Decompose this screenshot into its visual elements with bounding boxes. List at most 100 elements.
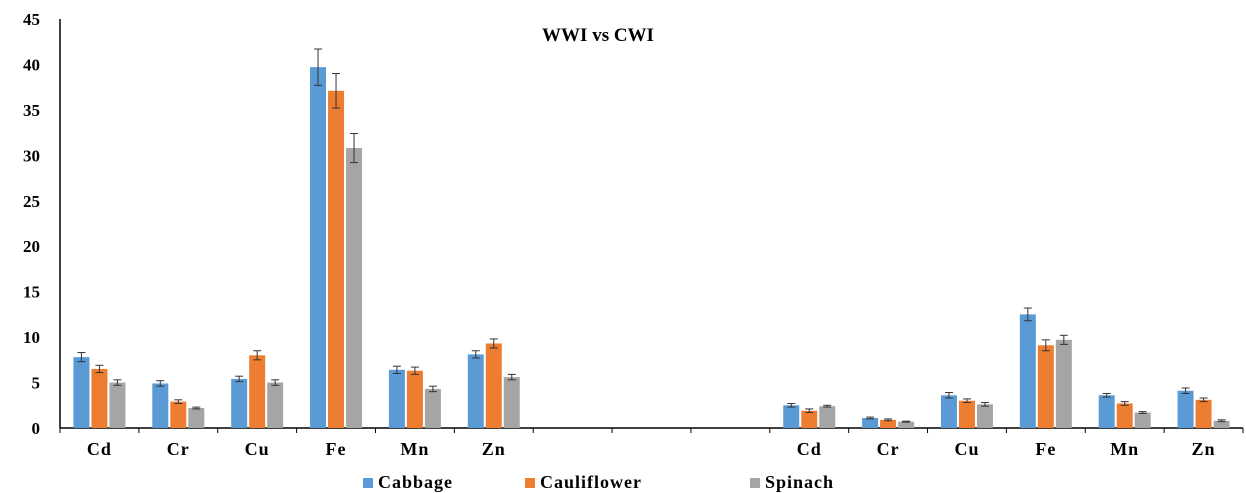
x-category-label: Cd [797,439,822,459]
error-bar [980,402,989,407]
legend-swatch [525,478,535,488]
bar-cauliflower-fe [328,90,345,429]
error-bar [235,375,244,383]
error-bar [823,404,832,408]
bar-cauliflower-mn [406,370,423,428]
error-bar [962,398,971,404]
error-bar [787,402,796,408]
x-category-label: Zn [482,439,506,459]
bar-cauliflower-fe [1037,345,1054,428]
bar-spinach-cr [898,421,915,428]
bars-layer [73,67,1230,429]
x-category-label: Fe [1035,439,1056,459]
y-tick-label: 5 [32,374,41,393]
bar-cabbage-cu [231,378,248,428]
y-axis-tick-labels: 0 5 10 15 20 25 30 35 40 45 [23,10,40,438]
error-bar [805,408,814,414]
bar-cabbage-cd [73,357,90,428]
x-category-label: Cu [954,439,979,459]
error-bar [507,373,516,381]
legend-swatch [750,478,760,488]
bar-cauliflower-cu [249,355,266,428]
error-bar [392,365,401,374]
error-bar [1199,397,1208,403]
error-bar [192,406,201,410]
legend-label: Cabbage [378,472,453,492]
bar-cauliflower-zn [1195,399,1212,428]
error-bar [1102,392,1111,398]
x-category-label: Cu [245,439,270,459]
y-tick-label: 45 [23,10,40,29]
bar-spinach-cd [819,406,836,428]
bar-spinach-zn [1213,420,1230,428]
y-tick-label: 20 [23,237,40,256]
y-tick-label: 30 [23,146,40,165]
error-bar [1138,411,1147,414]
error-bar [1181,387,1190,394]
bar-cabbage-fe [310,67,327,428]
bar-cauliflower-cr [880,419,897,428]
error-bar [77,352,86,363]
error-bar [1023,307,1032,322]
error-bar [1041,339,1050,352]
y-tick-label: 10 [23,328,40,347]
error-bar [350,133,359,164]
legend-label: Cauliflower [540,472,642,492]
error-bar [944,392,953,399]
error-bar [174,399,183,404]
legend-item-cabbage: Cabbage [363,472,453,492]
error-bar [489,338,498,349]
bar-cauliflower-cr [170,401,187,428]
error-bar [471,350,480,359]
error-bar [866,416,875,420]
y-tick-label: 25 [23,192,40,211]
bar-cauliflower-cd [801,410,818,428]
error-bar [271,379,280,386]
chart-title: WWI vs CWI [542,25,654,46]
bar-cabbage-fe [1019,314,1036,428]
x-category-label: Mn [400,439,429,459]
bar-spinach-fe [346,148,363,428]
x-category-label: Cd [87,439,112,459]
legend: Cabbage Cauliflower Spinach [363,472,834,492]
category-labels: Cd Cr Cu Fe Mn Zn Cd Cr Cu Fe Mn Zn [87,439,1216,459]
bar-cabbage-zn [1177,390,1194,428]
bar-spinach-cr [188,408,205,428]
bar-cabbage-cr [862,418,879,428]
x-category-label: Fe [326,439,347,459]
error-bar [884,418,893,422]
x-category-label: Mn [1110,439,1139,459]
error-bar [113,379,122,386]
error-bar [314,48,323,86]
bar-spinach-mn [1134,412,1151,428]
x-axis-ticks [59,428,1244,433]
legend-label: Spinach [765,472,834,492]
legend-swatch [363,478,373,488]
error-bar [1120,401,1129,406]
bar-cabbage-zn [467,354,484,428]
x-category-label: Cr [167,439,190,459]
bar-cabbage-mn [1098,395,1115,428]
x-category-label: Zn [1192,439,1216,459]
error-bar [428,385,437,393]
error-bar [902,420,911,423]
bar-cauliflower-cu [958,400,975,428]
y-tick-label: 35 [23,101,40,120]
bar-cauliflower-mn [1116,403,1133,428]
bar-spinach-zn [503,377,520,428]
legend-item-spinach: Spinach [750,472,834,492]
x-category-label: Cr [877,439,900,459]
y-tick-label: 40 [23,55,40,74]
legend-item-cauliflower: Cauliflower [525,472,642,492]
error-bar [1217,419,1226,423]
error-bar [410,366,419,375]
bar-cabbage-mn [388,369,405,428]
error-bar [1059,334,1068,345]
bar-spinach-mn [424,388,441,428]
error-bar [156,380,165,387]
y-tick-label: 15 [23,283,40,302]
error-bar [253,350,262,361]
bar-cabbage-cu [940,395,957,428]
bar-spinach-cu [976,404,993,428]
